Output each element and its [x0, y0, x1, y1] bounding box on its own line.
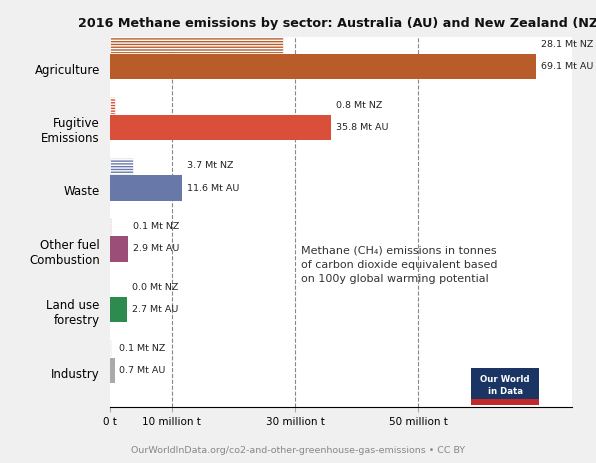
- Text: 0.8 Mt NZ: 0.8 Mt NZ: [336, 100, 382, 110]
- Bar: [110, 115, 331, 140]
- Bar: [110, 219, 111, 235]
- Text: 0.1 Mt NZ: 0.1 Mt NZ: [119, 344, 166, 353]
- Text: 2.7 Mt AU: 2.7 Mt AU: [132, 305, 178, 314]
- Bar: [110, 340, 111, 357]
- Bar: [110, 97, 115, 113]
- Bar: [110, 54, 536, 79]
- Bar: [110, 236, 128, 262]
- Text: 35.8 Mt AU: 35.8 Mt AU: [336, 123, 388, 132]
- Text: 3.7 Mt NZ: 3.7 Mt NZ: [187, 162, 233, 170]
- Bar: [110, 175, 182, 201]
- Bar: [110, 297, 127, 322]
- Text: 11.6 Mt AU: 11.6 Mt AU: [187, 184, 239, 193]
- Text: OurWorldInData.org/co2-and-other-greenhouse-gas-emissions • CC BY: OurWorldInData.org/co2-and-other-greenho…: [131, 446, 465, 455]
- Text: 0.1 Mt NZ: 0.1 Mt NZ: [133, 222, 179, 231]
- Title: 2016 Methane emissions by sector: Australia (AU) and New Zealand (NZ): 2016 Methane emissions by sector: Austra…: [78, 17, 596, 30]
- Text: 0.7 Mt AU: 0.7 Mt AU: [119, 366, 166, 375]
- Bar: [110, 36, 283, 53]
- Text: Methane (CH₄) emissions in tonnes
of carbon dioxide equivalent based
on 100y glo: Methane (CH₄) emissions in tonnes of car…: [301, 246, 498, 284]
- Text: 28.1 Mt NZ: 28.1 Mt NZ: [541, 40, 593, 49]
- Text: Our World: Our World: [480, 375, 530, 384]
- Bar: [110, 157, 133, 174]
- Bar: [110, 357, 114, 383]
- Text: 69.1 Mt AU: 69.1 Mt AU: [541, 62, 593, 71]
- Text: in Data: in Data: [488, 387, 523, 396]
- Text: 0.0 Mt NZ: 0.0 Mt NZ: [132, 283, 178, 292]
- Text: 2.9 Mt AU: 2.9 Mt AU: [133, 244, 179, 253]
